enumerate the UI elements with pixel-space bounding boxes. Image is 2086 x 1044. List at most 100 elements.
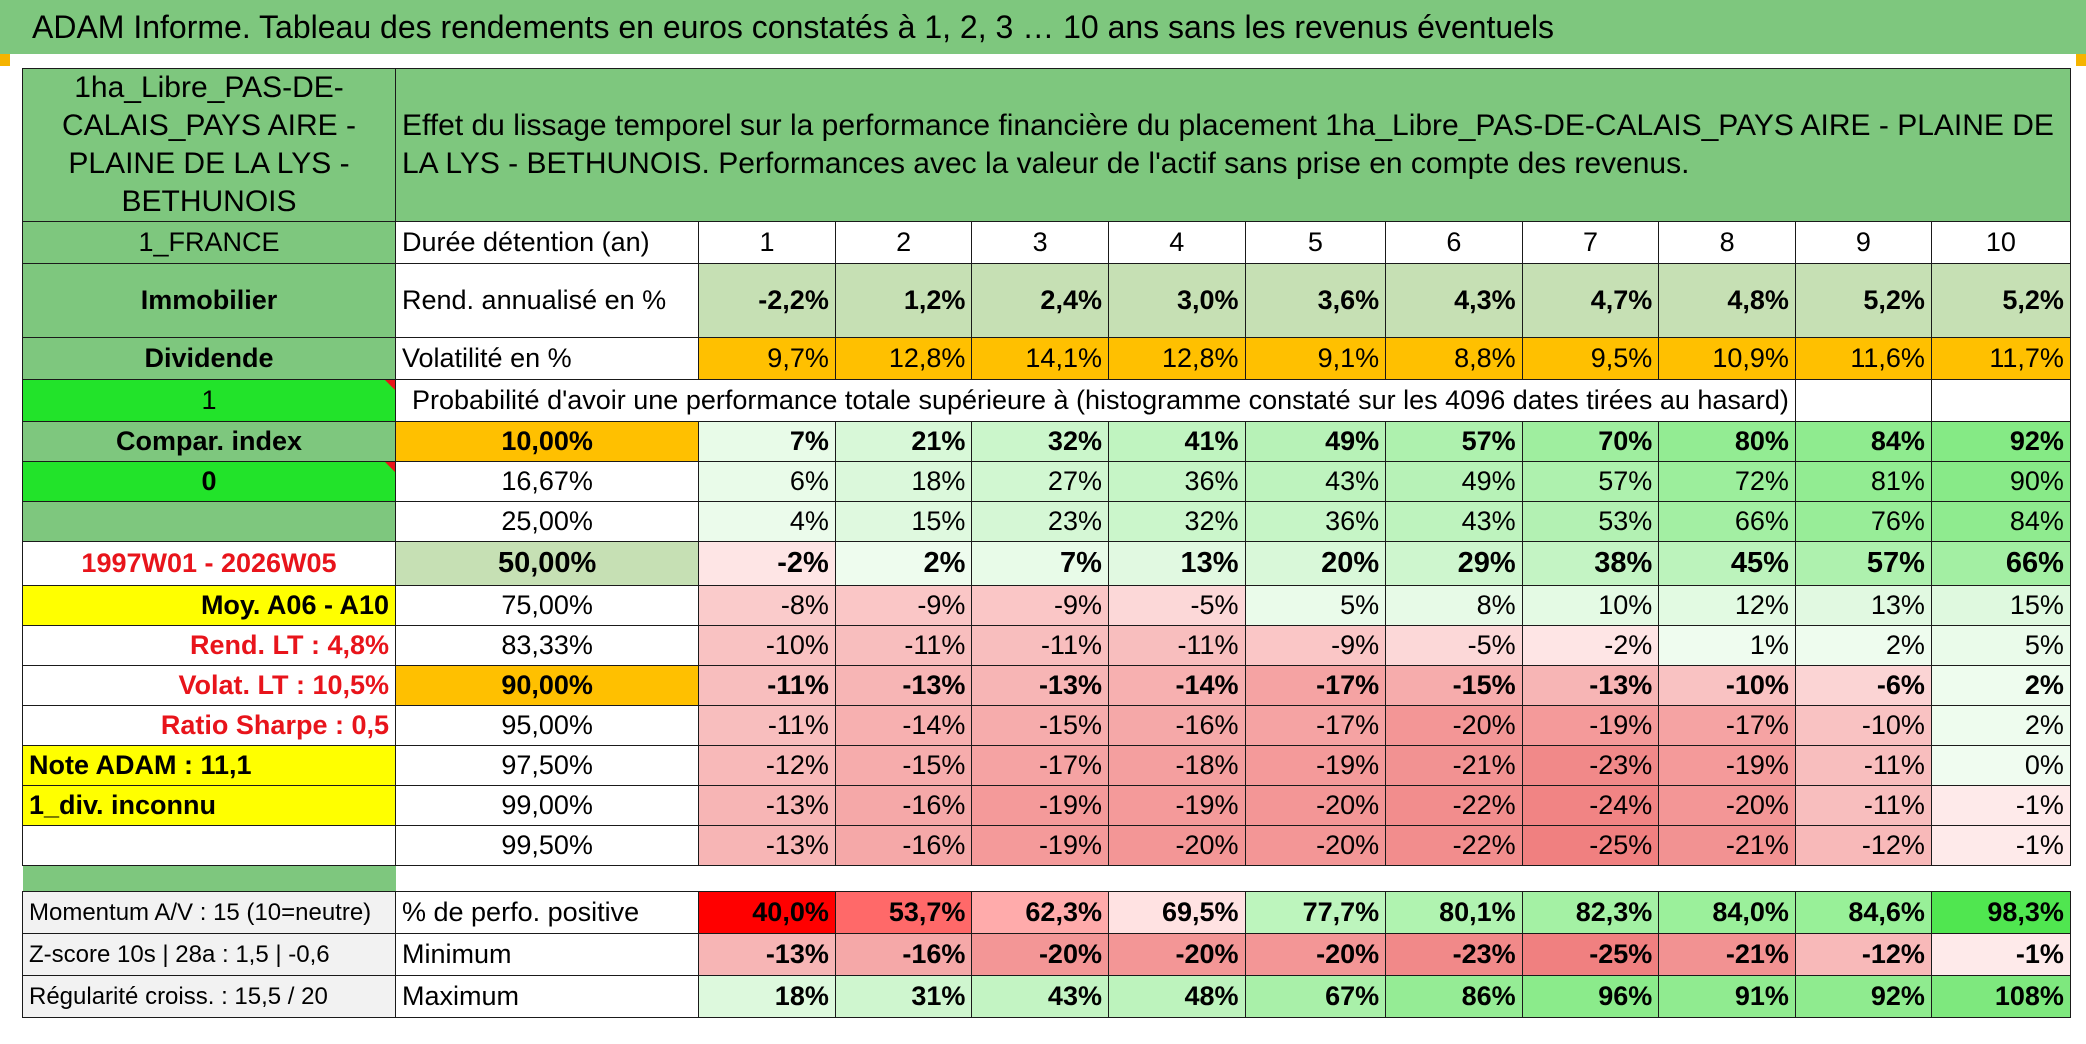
corner-marker-right <box>2076 54 2086 66</box>
threshold-cell: 95,00% <box>394 705 700 746</box>
prob-value: -20% <box>1385 705 1523 746</box>
duree-label: Durée détention (an) <box>394 221 700 264</box>
prob-row: Volat. LT : 10,5% 90,00% -11% -13% -13% -14% -… <box>22 665 2071 706</box>
prob-row: Rend. LT : 4,8% 83,33% -10% -11% -11% -11% -9%… <box>22 625 2071 666</box>
prob-value: -11% <box>1794 745 1932 786</box>
maximum-row: Régularité croiss. : 15,5 / 20 Maximum 18%… <box>22 975 2071 1018</box>
report-title: ADAM Informe. Tableau des rendements en … <box>0 0 2086 54</box>
corner-marker-left <box>0 54 10 66</box>
prob-value: -22% <box>1385 785 1523 826</box>
prob-value: -15% <box>1385 665 1523 706</box>
empty-cell <box>1794 379 1932 422</box>
prob-row: 25,00% 4% 15% 23% 32% 36% 43% 53% 66% 76% 84% <box>22 501 2071 542</box>
year-header: 8 <box>1658 221 1796 264</box>
header-row: 1ha_Libre_PAS-DE-CALAIS_PAYS AIRE - PLAI… <box>22 68 2071 222</box>
prob-value: -1% <box>1930 785 2071 826</box>
prob-value: 2% <box>1794 625 1932 666</box>
threshold-cell: 16,67% <box>394 461 700 502</box>
country-cell: 1_FRANCE <box>22 221 396 264</box>
year-header: 3 <box>971 221 1109 264</box>
prob-row: Moy. A06 - A10 75,00% -8% -9% -9% -5% 5% 8% 10% 1… <box>22 585 2071 626</box>
probability-rows: Compar. index 10,00% 7% 21% 32% 41% 49% 57% 70% 8… <box>22 421 2071 866</box>
prob-value: -9% <box>1244 625 1387 666</box>
prob-value: -12% <box>698 745 836 786</box>
positive-value: 77,7% <box>1244 891 1387 934</box>
prob-value: -20% <box>1658 785 1796 826</box>
prob-value: 72% <box>1658 461 1796 502</box>
prob-row: 0 16,67% 6% 18% 27% 36% 43% 49% 57% 72% 81% 90% <box>22 461 2071 502</box>
threshold-cell: 10,00% <box>394 421 700 462</box>
prob-value: -15% <box>834 745 973 786</box>
prob-value: -11% <box>1107 625 1246 666</box>
prob-value: -16% <box>834 785 973 826</box>
minimum-value: -20% <box>1244 933 1387 976</box>
positive-value: 82,3% <box>1521 891 1660 934</box>
prob-value: 66% <box>1658 501 1796 542</box>
minimum-value: -12% <box>1794 933 1932 976</box>
prob-value: 20% <box>1244 541 1387 586</box>
threshold-cell: 25,00% <box>394 501 700 542</box>
positive-value: 84,6% <box>1794 891 1932 934</box>
maximum-value: 92% <box>1794 975 1932 1018</box>
gap-row <box>22 865 2071 892</box>
prob-value: -13% <box>971 665 1109 706</box>
prob-value: 27% <box>971 461 1109 502</box>
flag-cell-1: 1 <box>22 379 396 422</box>
minimum-value: -20% <box>1107 933 1246 976</box>
prob-value: -19% <box>971 785 1109 826</box>
prob-value: -5% <box>1385 625 1523 666</box>
vol-value: 11,7% <box>1930 337 2071 380</box>
year-header: 7 <box>1521 221 1660 264</box>
minimum-value: -23% <box>1385 933 1523 976</box>
prob-value: 5% <box>1930 625 2071 666</box>
prob-value: 43% <box>1244 461 1387 502</box>
prob-value: 92% <box>1930 421 2071 462</box>
prob-row: Compar. index 10,00% 7% 21% 32% 41% 49% 57% 70% 8… <box>22 421 2071 462</box>
maximum-value: 31% <box>834 975 973 1018</box>
minimum-value: -25% <box>1521 933 1660 976</box>
prob-value: 57% <box>1794 541 1932 586</box>
prob-value: -24% <box>1521 785 1660 826</box>
rend-value: 4,7% <box>1521 263 1660 338</box>
indicator-cell: Z-score 10s | 28a : 1,5 | -0,6 <box>22 933 396 976</box>
left-panel-cell: Ratio Sharpe : 0,5 <box>22 705 396 746</box>
prob-value: -5% <box>1107 585 1246 626</box>
prob-value: 43% <box>1385 501 1523 542</box>
threshold-cell: 90,00% <box>394 665 700 706</box>
rend-value: -2,2% <box>698 263 836 338</box>
rend-label: Rend. annualisé en % <box>394 263 700 338</box>
gap-cell <box>396 866 2071 892</box>
prob-value: 66% <box>1930 541 2071 586</box>
returns-table: 1ha_Libre_PAS-DE-CALAIS_PAYS AIRE - PLAI… <box>22 68 2071 1018</box>
left-panel-cell: Note ADAM : 11,1 <box>22 745 396 786</box>
vol-value: 9,5% <box>1521 337 1660 380</box>
prob-value: 2% <box>834 541 973 586</box>
minimum-label: Minimum <box>394 933 700 976</box>
positive-value: 84,0% <box>1658 891 1796 934</box>
prob-value: -13% <box>834 665 973 706</box>
prob-value: -18% <box>1107 745 1246 786</box>
prob-value: 15% <box>834 501 973 542</box>
year-header: 2 <box>834 221 973 264</box>
prob-value: -2% <box>1521 625 1660 666</box>
table-description: Effet du lissage temporel sur la perform… <box>395 68 2071 222</box>
prob-value: 2% <box>1930 665 2071 706</box>
prob-value: -20% <box>1244 825 1387 866</box>
prob-value: 84% <box>1794 421 1932 462</box>
prob-value: -17% <box>1244 665 1387 706</box>
prob-value: -10% <box>1794 705 1932 746</box>
prob-value: -19% <box>1244 745 1387 786</box>
rend-value: 4,8% <box>1658 263 1796 338</box>
rend-value: 1,2% <box>834 263 973 338</box>
rend-value: 3,0% <box>1107 263 1246 338</box>
maximum-value: 18% <box>698 975 836 1018</box>
prob-value: -21% <box>1385 745 1523 786</box>
gap-cell <box>22 865 396 892</box>
maximum-value: 91% <box>1658 975 1796 1018</box>
maximum-value: 86% <box>1385 975 1523 1018</box>
prob-value: 13% <box>1107 541 1246 586</box>
prob-value: -12% <box>1794 825 1932 866</box>
prob-value: 10% <box>1521 585 1660 626</box>
prob-value: 7% <box>971 541 1109 586</box>
maximum-value: 48% <box>1107 975 1246 1018</box>
